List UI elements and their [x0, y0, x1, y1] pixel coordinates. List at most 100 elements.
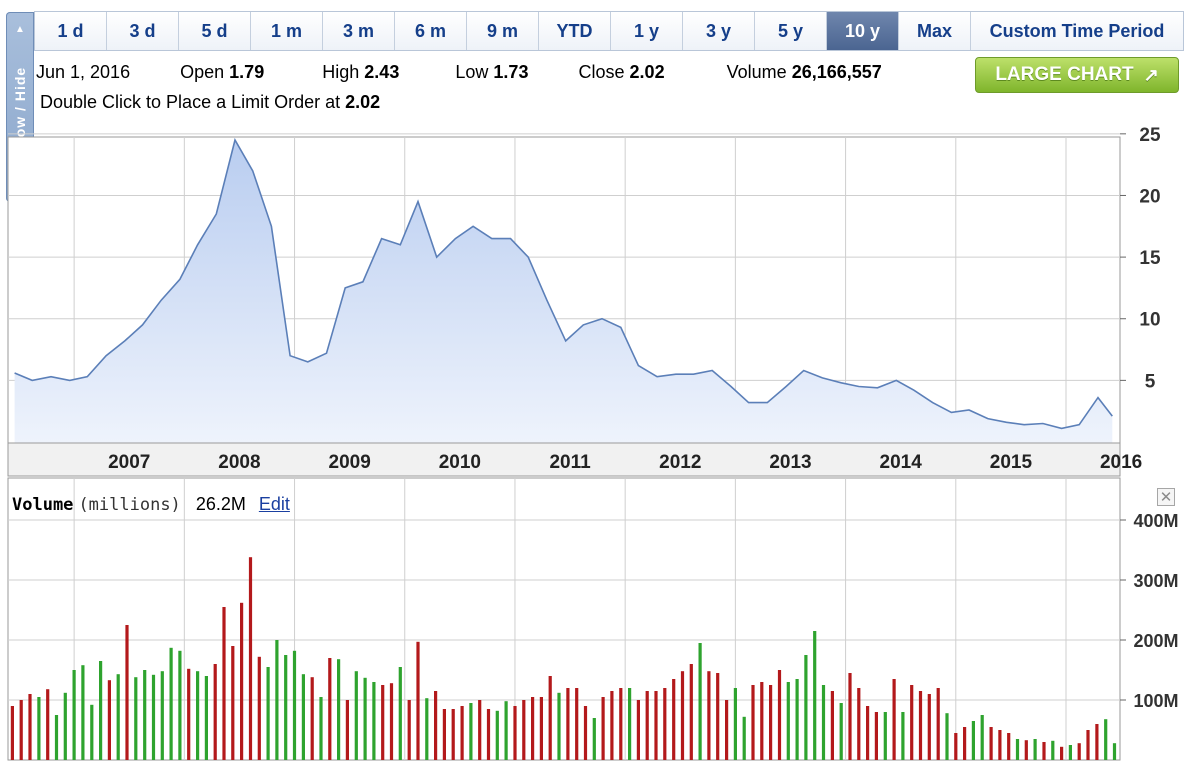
close-icon[interactable]: ✕: [1157, 488, 1175, 506]
triangle-up-icon: ▲: [15, 24, 25, 35]
volume-bar: [328, 658, 332, 760]
volume-header: Volume (millions) 26.2M Edit: [12, 494, 290, 515]
open-value: 1.79: [229, 62, 265, 82]
volume-bar: [707, 671, 711, 760]
volume-bar: [513, 706, 517, 760]
volume-bar: [389, 683, 394, 760]
volume-bar: [583, 706, 588, 760]
volume-bar: [292, 650, 297, 760]
volume-bar: [196, 671, 200, 760]
tab-1d[interactable]: 1 d: [35, 12, 107, 50]
volume-bar: [989, 727, 993, 760]
volume-bar: [813, 631, 817, 760]
volume-bar: [769, 685, 773, 760]
tab-3d[interactable]: 3 d: [107, 12, 179, 50]
volume-bar: [337, 659, 341, 760]
volume-bar: [434, 691, 438, 760]
volume-bars: [10, 557, 1117, 760]
price-line: [14, 137, 1113, 430]
x-tick-label: 2007: [108, 452, 150, 473]
volume-bar: [442, 709, 446, 760]
volume-bar: [971, 721, 975, 760]
volume-bar: [81, 665, 85, 760]
volume-bar: [504, 701, 508, 760]
volume-bar: [54, 715, 59, 760]
volume-bar: [892, 679, 896, 760]
tab-max[interactable]: Max: [899, 12, 971, 50]
volume-bar: [398, 667, 402, 760]
large-chart-label: LARGE CHART: [995, 64, 1134, 85]
low-label: Low: [455, 62, 489, 82]
volume-bar: [257, 656, 261, 760]
volume-bar: [222, 607, 226, 760]
volume-bar: [125, 625, 129, 760]
volume-bar: [1007, 733, 1011, 760]
tab-3y[interactable]: 3 y: [683, 12, 755, 50]
volume-bar: [698, 643, 702, 760]
volume-bar: [1015, 739, 1020, 760]
volume-bar: [231, 646, 235, 760]
volume-bar: [760, 682, 764, 760]
volume-bar: [319, 697, 323, 760]
volume-bar: [1086, 730, 1090, 760]
volume-bar: [716, 673, 720, 760]
volume-bar: [160, 671, 164, 760]
volume-bar: [751, 685, 755, 760]
volume-bar: [777, 670, 782, 760]
volume-bar: [1104, 719, 1108, 760]
close-label: Close: [578, 62, 625, 82]
x-tick-label: 2013: [769, 452, 811, 473]
y-tick-label: 25: [1139, 125, 1161, 146]
volume-bar: [821, 685, 826, 760]
volume-bar: [901, 712, 905, 760]
limit-order-price: 2.02: [345, 92, 381, 112]
y-tick-label: 400M: [1133, 511, 1178, 531]
volume-bar: [636, 700, 640, 760]
volume-bar: [178, 650, 182, 760]
price-y-axis: 5 10 15 20 25: [1120, 125, 1161, 392]
tab-6m[interactable]: 6 m: [395, 12, 467, 50]
tab-custom-time-period[interactable]: Custom Time Period: [989, 20, 1165, 41]
volume-bar: [1077, 743, 1081, 760]
tab-5d[interactable]: 5 d: [179, 12, 251, 50]
low-value: 1.73: [493, 62, 529, 82]
volume-bar: [381, 685, 385, 760]
tab-1y[interactable]: 1 y: [611, 12, 683, 50]
y-tick-label: 200M: [1133, 631, 1178, 651]
volume-bar: [742, 716, 746, 760]
edit-volume-link[interactable]: Edit: [258, 494, 290, 514]
volume-bar: [143, 670, 147, 760]
tab-5y[interactable]: 5 y: [755, 12, 827, 50]
tab-ytd[interactable]: YTD: [539, 12, 611, 50]
tab-1m[interactable]: 1 m: [251, 12, 323, 50]
volume-bar: [522, 700, 526, 760]
volume-title: Volume: [12, 495, 74, 515]
volume-bar: [883, 712, 887, 760]
volume-bar: [478, 700, 482, 760]
volume-bar: [918, 691, 923, 760]
volume-bar: [848, 673, 852, 760]
volume-bar: [37, 697, 41, 760]
volume-bar: [99, 661, 103, 760]
volume-bar: [486, 709, 491, 760]
volume-bar: [116, 674, 120, 760]
volume-bar: [566, 688, 570, 760]
volume-bar: [954, 733, 958, 760]
volume-bar: [187, 668, 191, 760]
large-chart-button[interactable]: LARGE CHART ↗: [975, 57, 1179, 93]
y-tick-label: 10: [1139, 310, 1160, 331]
volume-bar: [46, 689, 50, 760]
volume-bar: [672, 679, 676, 760]
volume-bar: [839, 703, 843, 760]
tab-3m[interactable]: 3 m: [323, 12, 395, 50]
high-label: High: [322, 62, 360, 82]
volume-bar: [874, 712, 878, 760]
tab-10y[interactable]: 10 y: [827, 12, 899, 50]
volume-bar: [72, 670, 76, 760]
volume-value: 26,166,557: [791, 62, 882, 82]
tab-9m[interactable]: 9 m: [467, 12, 539, 50]
volume-bar: [980, 715, 984, 760]
volume-unit: (millions): [78, 495, 181, 515]
